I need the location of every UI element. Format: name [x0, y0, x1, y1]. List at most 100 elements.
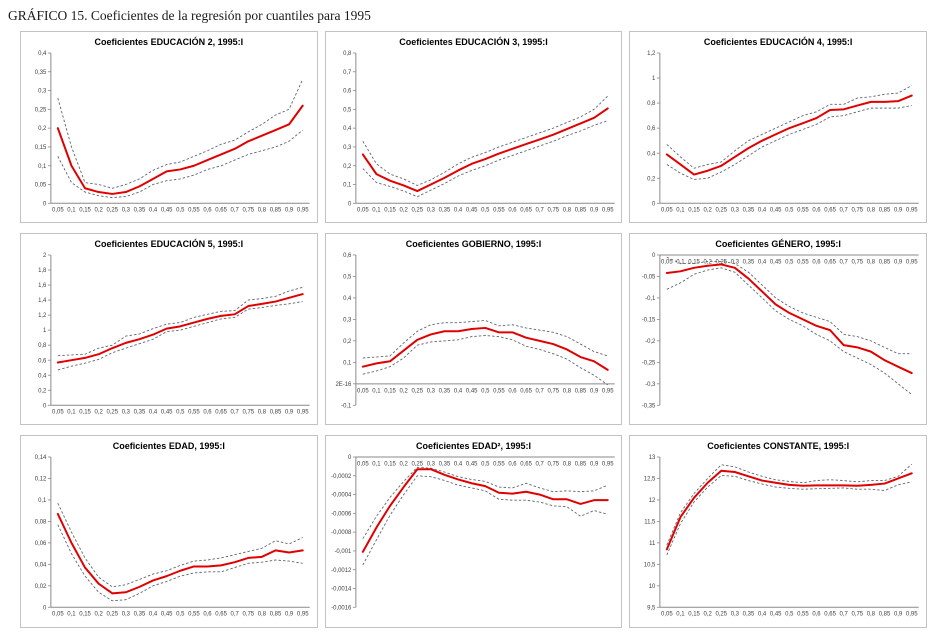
x-tick-label: 0,75	[242, 208, 254, 214]
chart-title: Coeficientes GOBIERNO, 1995:I	[405, 239, 542, 250]
chart-plot: 13 12,5 12 11,5 11 10,5 10 9,5 0,05 0,1 0,15 0,2 0,2…	[644, 456, 920, 618]
x-tick-label: 0,45	[161, 410, 173, 416]
y-tick-label: 0,1	[343, 183, 352, 189]
x-tick-label: 0,35	[743, 260, 755, 266]
x-tick-label: 0,35	[438, 208, 450, 214]
chart-plot: 0,80,70,60,50,40,30,20,100,05 0,1 0,15 0,2 0…	[343, 51, 615, 214]
x-tick-label: 0,15	[79, 612, 91, 618]
series-banda-inferior-line	[666, 105, 913, 180]
chart-panel-coeficientes-educaci-n-3-1995-i: Coeficientes EDUCACIÓN 3, 1995:I 0,8 0,7 0,…	[324, 31, 623, 224]
x-tick-label: 0,25	[716, 208, 728, 214]
x-tick-label: 0,85	[270, 208, 282, 214]
x-tick-label: 0,9	[894, 260, 903, 266]
x-tick-label: 0,75	[852, 260, 864, 266]
chart-title: Coeficientes CONSTANTE, 1995:I	[707, 441, 850, 452]
chart-title: Coeficientes EDUCACIÓN 2, 1995:I	[94, 37, 244, 47]
series-banda-inferior-line	[362, 475, 608, 566]
y-tick-label: 0,4	[343, 126, 352, 132]
series-estimate-line	[361, 327, 609, 372]
y-tick-label: 0,02	[35, 584, 47, 590]
y-tick-label: -0,0002	[331, 474, 352, 480]
y-tick-label: 12	[649, 498, 656, 504]
x-tick-label: 0,55	[797, 612, 809, 618]
series-estimate-line	[56, 513, 304, 595]
x-tick-label: 0,2	[94, 612, 103, 618]
chart-panel-coeficientes-gobierno-1995-i: Coeficientes GOBIERNO, 1995:I 0,6 0,5 0,4 0,…	[324, 233, 623, 426]
x-tick-label: 0,8	[867, 260, 876, 266]
y-tick-label: 0	[43, 201, 47, 207]
y-tick-label: 0	[652, 253, 656, 259]
x-tick-label: 0,2	[94, 208, 103, 214]
chart-panel-coeficientes-edad-1995-i: Coeficientes EDAD², 1995:I 0 -0,0002 -0,000…	[324, 435, 623, 628]
x-tick-label: 0,6	[508, 208, 517, 214]
y-tick-label: 0,4	[38, 51, 47, 57]
x-tick-label: 0,4	[758, 612, 767, 618]
x-tick-label: 0,3	[731, 612, 740, 618]
x-tick-label: 0,2	[704, 612, 713, 618]
y-tick-label: 0,2	[647, 176, 656, 182]
x-tick-label: 0,05	[661, 260, 673, 266]
series-estimate-line	[56, 104, 304, 195]
x-tick-label: 0,35	[134, 208, 146, 214]
series-estimate-line	[56, 293, 304, 364]
x-tick-label: 0,05	[52, 208, 64, 214]
y-tick-label: -0,1	[645, 296, 656, 302]
y-tick-label: -0,0008	[331, 531, 352, 537]
x-tick-label: 0,55	[493, 462, 505, 468]
x-tick-label: 0,3	[122, 208, 131, 214]
x-tick-label: 0,1	[67, 410, 76, 416]
y-tick-label: 1,2	[38, 313, 47, 319]
chart-title: Coeficientes EDAD², 1995:I	[415, 441, 532, 452]
y-tick-label: 0,8	[38, 343, 47, 349]
y-tick-label: 0,3	[343, 318, 352, 324]
y-tick-label: 0	[43, 606, 47, 612]
x-tick-label: 0,85	[879, 208, 891, 214]
series-banda-superior-line	[362, 95, 608, 186]
series-estimate-line	[666, 263, 914, 375]
x-tick-label: 0,75	[547, 388, 559, 394]
series-banda-inferior-line	[362, 335, 608, 386]
y-tick-label: 0,5	[343, 107, 352, 113]
chart-panel-coeficientes-educaci-n-5-1995-i: Coeficientes EDUCACIÓN 5, 1995:I 2 1,8 1,6 1…	[20, 233, 318, 426]
x-tick-label: 0,2	[94, 410, 103, 416]
x-tick-label: 0,85	[574, 388, 586, 394]
x-tick-label: 0,55	[493, 208, 505, 214]
chart-title: Coeficientes EDUCACIÓN 4, 1995:I	[703, 37, 853, 47]
y-tick-label: 0,1	[38, 498, 47, 504]
x-tick-label: 0,7	[840, 260, 849, 266]
series-banda-superior-line	[362, 320, 608, 359]
y-tick-label: 0,6	[38, 359, 47, 365]
x-tick-label: 0,5	[481, 388, 490, 394]
x-tick-label: 0,4	[149, 208, 158, 214]
x-tick-label: 0,8	[562, 208, 571, 214]
x-tick-label: 0,15	[384, 208, 396, 214]
series-banda-inferior-line	[666, 267, 913, 396]
x-tick-label: 0,6	[508, 462, 517, 468]
y-tick-label: 0,1	[343, 361, 352, 367]
x-tick-label: 0,35	[438, 462, 450, 468]
series-banda-superior-line	[666, 256, 913, 355]
x-tick-label: 0,4	[149, 612, 158, 618]
x-tick-label: 0,5	[176, 612, 185, 618]
x-tick-label: 0,1	[677, 208, 686, 214]
chart-panel-coeficientes-constante-1995-i: Coeficientes CONSTANTE, 1995:I 13 12,5 12 11…	[629, 435, 927, 628]
y-tick-label: 0,4	[343, 296, 352, 302]
x-tick-label: 0,7	[840, 612, 849, 618]
x-tick-label: 0,65	[825, 208, 837, 214]
x-tick-label: 0,7	[840, 208, 849, 214]
y-tick-label: 0,3	[343, 145, 352, 151]
y-tick-label: 1,6	[38, 283, 47, 289]
series-banda-superior-line	[57, 287, 303, 357]
x-tick-label: 0,65	[520, 462, 532, 468]
x-tick-label: 0,95	[297, 612, 309, 618]
x-tick-label: 0,55	[188, 612, 200, 618]
y-tick-label: 1,2	[647, 51, 656, 57]
page-title: GRÁFICO 15. Coeficientes de la regresión…	[8, 8, 371, 23]
x-tick-label: 0,6	[203, 612, 212, 618]
chart-plot: 0 -0,0002 -0,0004 -0,0006 -0,0008 -0,001 -0,00…	[331, 456, 615, 612]
chart-plot: 0 -0,05 -0,1 -0,15 -0,2 -0,25 -0,3 -0,35 0,05 0,1…	[642, 253, 920, 410]
x-tick-label: 0,85	[879, 260, 891, 266]
series-banda-inferior-line	[666, 475, 913, 556]
x-tick-label: 0,6	[203, 410, 212, 416]
x-tick-label: 0,3	[731, 208, 740, 214]
